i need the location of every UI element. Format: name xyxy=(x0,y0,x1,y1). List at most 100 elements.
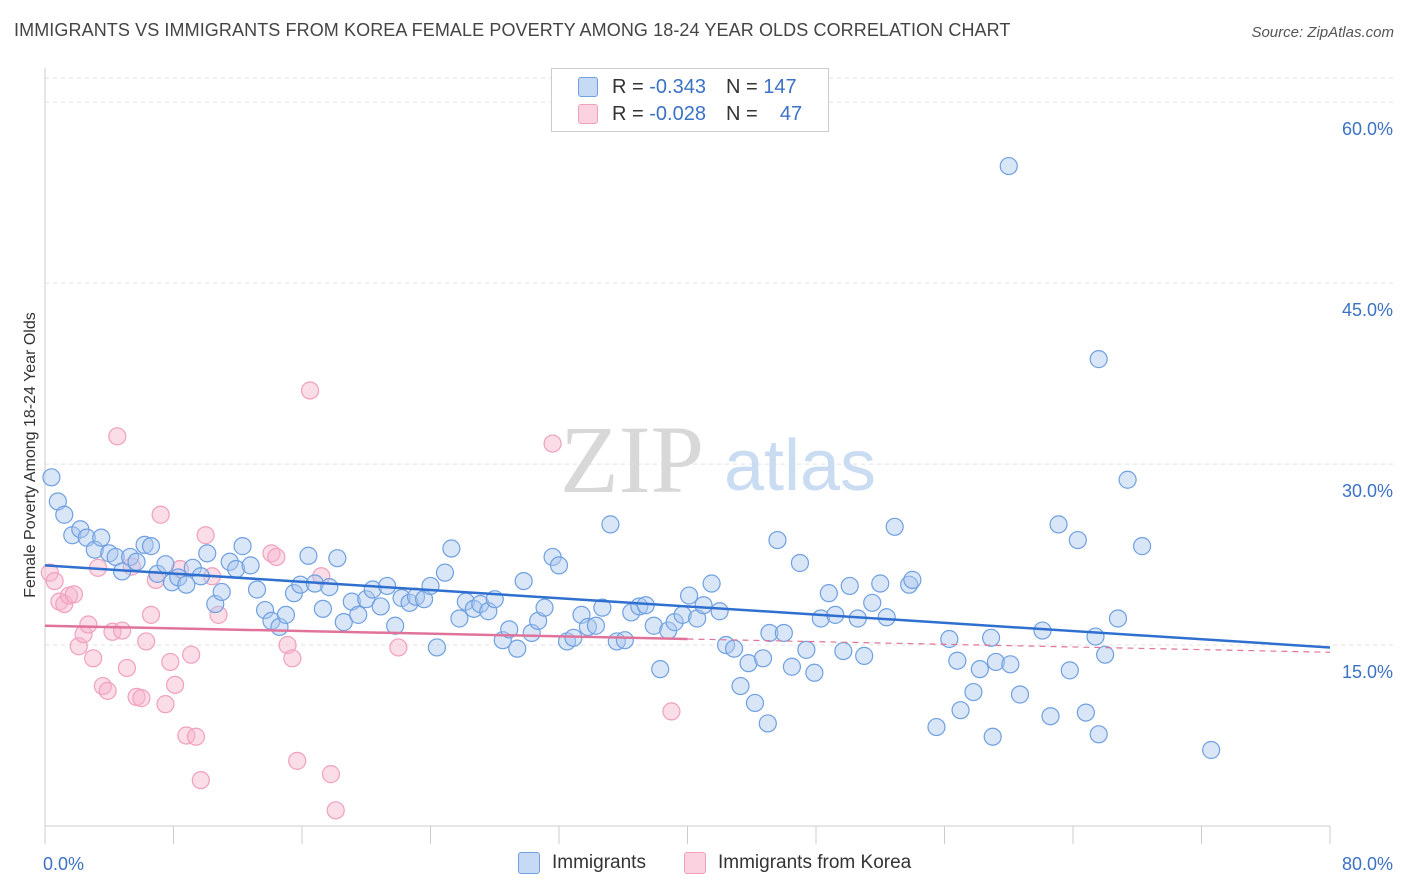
korea-point xyxy=(267,547,286,567)
korea-point xyxy=(79,615,98,634)
watermark-atlas: atlas xyxy=(724,426,876,506)
immigrants-point xyxy=(927,717,946,737)
immigrants-point xyxy=(508,639,527,658)
immigrants-point xyxy=(1001,655,1020,674)
immigrants-point xyxy=(535,598,554,617)
korea-point xyxy=(50,592,69,611)
immigrants-point xyxy=(986,652,1006,672)
immigrants-point xyxy=(710,602,729,621)
immigrants-point xyxy=(299,546,318,565)
legend-swatch-immigrants xyxy=(578,77,598,97)
immigrants-point xyxy=(1068,530,1087,550)
immigrants-point xyxy=(198,544,217,563)
immigrants-point xyxy=(421,576,440,596)
legend-r-label: R = xyxy=(612,102,644,125)
legend-n-label: N = xyxy=(725,75,758,98)
immigrants-point xyxy=(156,555,175,574)
immigrants-point xyxy=(127,552,146,571)
immigrants-point xyxy=(1108,609,1128,628)
immigrants-point xyxy=(871,574,890,593)
immigrants-point xyxy=(42,468,61,487)
immigrants-point xyxy=(328,549,347,568)
y-tick-label: 15.0% xyxy=(1342,662,1393,682)
immigrants-point xyxy=(220,552,239,571)
immigrants-point xyxy=(1086,627,1105,646)
korea-point xyxy=(98,681,117,700)
bottom-legend-label-immigrants: Immigrants xyxy=(552,852,646,873)
korea-point xyxy=(84,649,103,668)
korea-point xyxy=(69,637,88,656)
immigrants-point xyxy=(983,727,1002,746)
bottom-legend-swatch-immigrants xyxy=(518,852,540,874)
immigrants-point xyxy=(320,578,339,597)
immigrants-point xyxy=(745,693,765,713)
korea-point xyxy=(161,652,180,672)
immigrants-point xyxy=(450,609,469,628)
immigrants-point xyxy=(92,528,111,547)
bottom-legend-korea: Immigrants from Korea xyxy=(684,852,911,874)
immigrants-point xyxy=(549,556,569,575)
immigrants-point xyxy=(177,575,196,594)
trend-lines xyxy=(44,564,1331,653)
immigrants-point xyxy=(593,598,612,617)
korea-point xyxy=(156,695,175,714)
immigrants-point xyxy=(1096,645,1115,664)
immigrants-point xyxy=(1118,470,1137,489)
bottom-legend-swatch-korea xyxy=(684,852,706,874)
source-label: Source: ZipAtlas.com xyxy=(1251,24,1394,41)
legend-row-korea: R = -0.028 N = 47 xyxy=(578,102,802,126)
immigrants-point xyxy=(694,596,713,615)
immigrants-point xyxy=(442,539,461,558)
immigrants-point xyxy=(805,663,824,682)
immigrants-point xyxy=(680,586,699,605)
immigrants-point xyxy=(1089,350,1108,369)
legend-row-immigrants: R = -0.343 N = 147 xyxy=(578,75,797,99)
legend-r-label: R = xyxy=(612,75,644,98)
tick-labels: 15.0% 30.0% 45.0% 60.0% 0.0% 80.0% xyxy=(43,119,1393,874)
x-tick-label: 0.0% xyxy=(43,854,84,874)
correlation-legend: R = -0.343 N = 147 R = -0.028 N = 47 xyxy=(551,68,829,132)
immigrants-point xyxy=(601,515,620,534)
immigrants-point xyxy=(514,571,533,591)
korea-point xyxy=(209,605,228,624)
immigrants-point xyxy=(1076,703,1095,722)
immigrants-point xyxy=(731,676,750,696)
immigrants-point xyxy=(840,576,859,596)
immigrants-point xyxy=(790,553,810,573)
chart-title: IMMIGRANTS VS IMMIGRANTS FROM KOREA FEMA… xyxy=(14,20,1011,40)
axes xyxy=(44,68,1331,844)
korea-point xyxy=(117,658,137,678)
immigrants-point xyxy=(55,505,74,524)
bottom-legend-label-korea: Immigrants from Korea xyxy=(718,852,912,873)
immigrants-point xyxy=(435,563,455,582)
korea-point xyxy=(288,751,307,770)
korea-point xyxy=(186,727,206,746)
legend-n-label: N = xyxy=(725,102,758,125)
immigrants-point xyxy=(1049,515,1068,534)
y-tick-label: 60.0% xyxy=(1342,119,1393,139)
immigrants-point xyxy=(371,597,390,616)
legend-n-value: 47 xyxy=(779,102,803,125)
immigrants-point xyxy=(141,537,161,556)
immigrants-point xyxy=(241,556,260,575)
y-axis-title: Female Poverty Among 18-24 Year Olds xyxy=(22,312,39,598)
immigrants-point xyxy=(644,616,663,635)
immigrants-point xyxy=(768,530,787,550)
immigrants-point xyxy=(900,575,919,594)
immigrants-point xyxy=(951,701,970,720)
korea-trend-extension xyxy=(687,638,1331,653)
immigrants-point xyxy=(782,657,802,676)
korea-points xyxy=(40,381,681,820)
immigrants-point xyxy=(797,640,816,659)
immigrants-point xyxy=(819,584,838,603)
immigrants-point xyxy=(1089,725,1108,744)
legend-r-value: -0.343 xyxy=(649,75,706,98)
korea-trend-line xyxy=(44,624,688,641)
immigrants-point xyxy=(885,517,904,536)
immigrants-point xyxy=(651,660,670,679)
korea-point xyxy=(196,526,215,545)
immigrants-point xyxy=(834,641,853,661)
immigrants-point xyxy=(758,714,777,733)
korea-point xyxy=(108,427,127,446)
